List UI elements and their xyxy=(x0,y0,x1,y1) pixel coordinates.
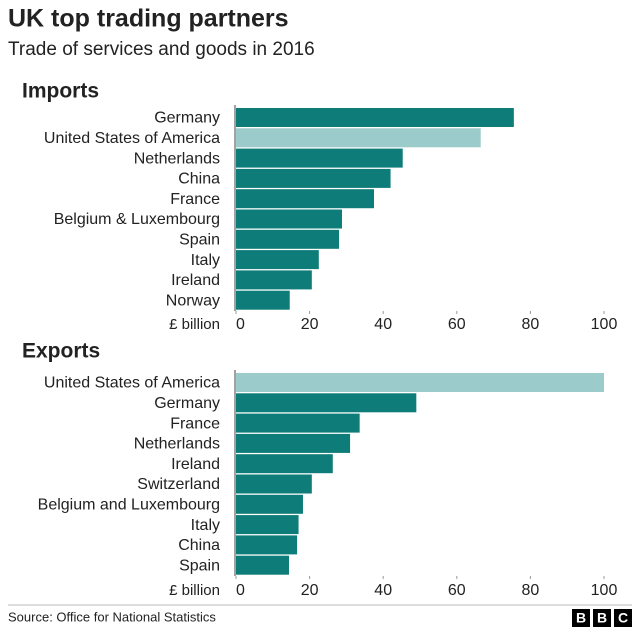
category-label: Belgium and Luxembourg xyxy=(38,497,220,514)
bar xyxy=(236,250,319,270)
bar xyxy=(236,454,333,474)
panel-title: Exports xyxy=(22,340,100,363)
x-tick-label: 20 xyxy=(301,316,319,333)
bar xyxy=(236,433,351,453)
category-label: China xyxy=(178,537,220,554)
chart-subtitle: Trade of services and goods in 2016 xyxy=(8,39,315,60)
x-tick-label: 100 xyxy=(591,316,618,333)
x-tick-label: 0 xyxy=(236,316,245,333)
x-tick-label: 60 xyxy=(448,316,466,333)
logo-letter: B xyxy=(597,610,607,626)
category-label: Spain xyxy=(179,232,220,249)
bar xyxy=(236,209,342,229)
x-tick-label: 20 xyxy=(301,582,319,599)
x-tick-label: 0 xyxy=(236,582,245,599)
category-label: Italy xyxy=(191,517,220,534)
logo-letter: B xyxy=(576,610,586,626)
category-label: France xyxy=(170,415,220,432)
x-tick-label: 60 xyxy=(448,582,466,599)
bar xyxy=(236,229,340,249)
x-tick-label: 40 xyxy=(374,582,392,599)
bar xyxy=(236,413,360,433)
category-label: Netherlands xyxy=(134,150,220,167)
bar xyxy=(236,189,374,209)
category-label: France xyxy=(170,191,220,208)
category-label: Norway xyxy=(166,292,220,309)
category-label: Ireland xyxy=(171,456,220,473)
bar xyxy=(236,373,604,392)
category-label: Netherlands xyxy=(134,436,220,453)
axis-label: £ billion xyxy=(169,582,220,599)
chart-title: UK top trading partners xyxy=(8,5,289,33)
x-tick-label: 80 xyxy=(522,582,540,599)
bar xyxy=(236,535,298,555)
panel-title: Imports xyxy=(22,80,99,103)
source: Source: Office for National Statistics xyxy=(8,609,216,624)
bar xyxy=(236,128,481,148)
logo-box xyxy=(572,609,590,627)
axis-label: £ billion xyxy=(169,316,220,333)
x-tick-label: 40 xyxy=(374,316,392,333)
logo-box xyxy=(614,609,632,627)
category-label: China xyxy=(178,171,220,188)
category-label: Germany xyxy=(154,395,220,412)
bar xyxy=(236,270,312,290)
bar xyxy=(236,108,514,127)
category-label: United States of America xyxy=(44,375,220,392)
bar xyxy=(236,474,312,494)
x-tick-label: 100 xyxy=(591,582,618,599)
bar xyxy=(236,168,391,188)
category-label: Belgium & Luxembourg xyxy=(54,211,220,228)
bar xyxy=(236,290,290,310)
bar xyxy=(236,555,289,575)
category-label: Spain xyxy=(179,557,220,574)
bar xyxy=(236,494,303,514)
category-label: Germany xyxy=(154,110,220,127)
logo-letter: C xyxy=(618,610,628,626)
bar xyxy=(236,148,403,168)
category-label: Italy xyxy=(191,252,220,269)
category-label: United States of America xyxy=(44,130,220,147)
bar xyxy=(236,515,299,535)
bar xyxy=(236,393,417,413)
category-label: Ireland xyxy=(171,272,220,289)
category-label: Switzerland xyxy=(137,476,220,493)
logo-box xyxy=(593,609,611,627)
x-tick-label: 80 xyxy=(522,316,540,333)
